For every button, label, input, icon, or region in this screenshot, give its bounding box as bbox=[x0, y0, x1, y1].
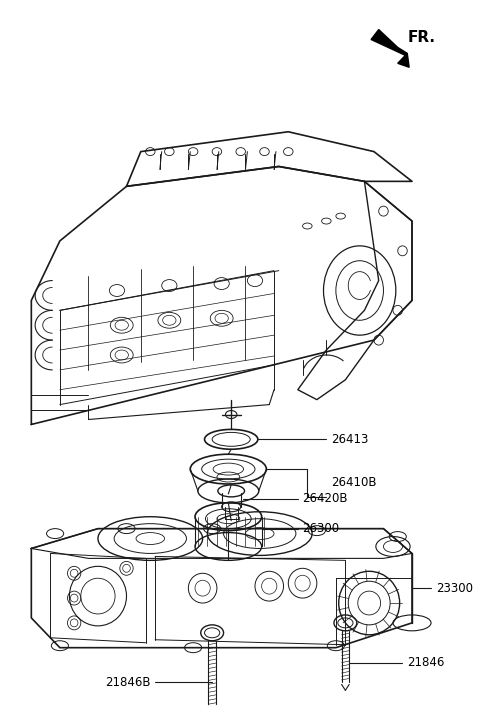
Text: 26410B: 26410B bbox=[331, 476, 377, 489]
Text: FR.: FR. bbox=[407, 30, 435, 45]
Text: 26300: 26300 bbox=[302, 522, 340, 535]
Text: 26420B: 26420B bbox=[302, 492, 348, 506]
Text: 21846B: 21846B bbox=[105, 676, 150, 689]
Text: 21846: 21846 bbox=[407, 656, 444, 669]
Text: 26413: 26413 bbox=[331, 432, 369, 446]
Polygon shape bbox=[371, 30, 409, 67]
Text: 23300: 23300 bbox=[436, 581, 473, 595]
